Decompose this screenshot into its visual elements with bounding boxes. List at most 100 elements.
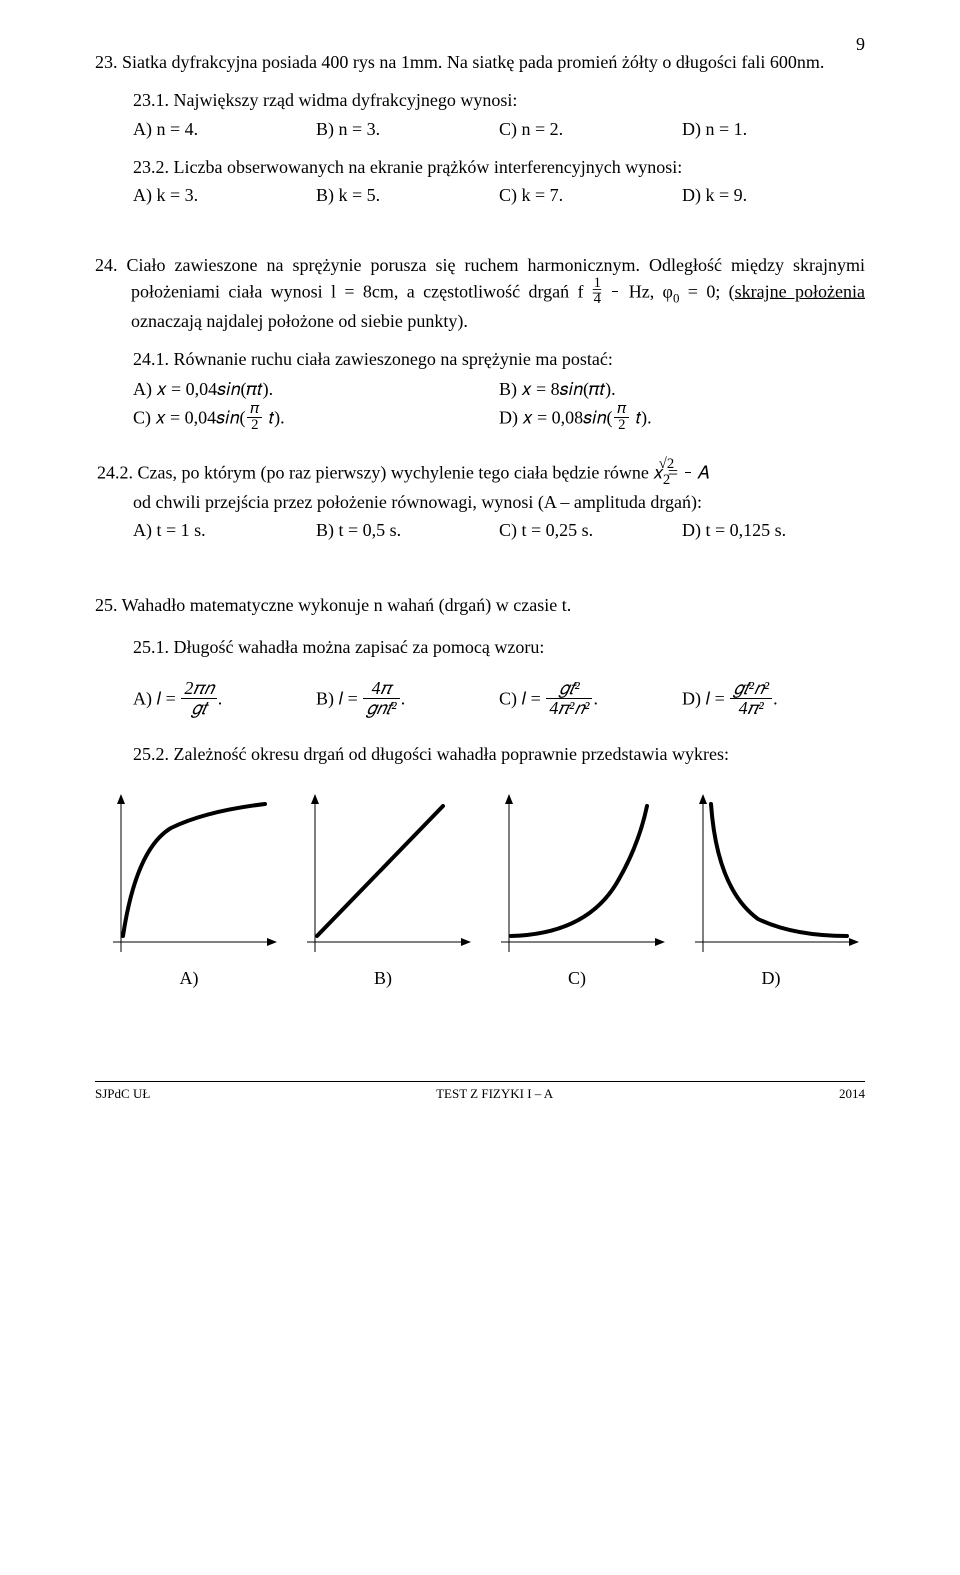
optC-pre: C)	[133, 407, 156, 427]
chart-D: D)	[683, 794, 859, 990]
fn: 𝜋	[247, 402, 262, 418]
q23-1-optD: D) n = 1.	[682, 117, 865, 141]
q24-p2: Hz, φ	[620, 281, 673, 301]
q24-2-A: 𝐴	[693, 463, 710, 483]
optB-eq: 𝑥 = 8𝑠𝑖𝑛(𝜋𝑡).	[522, 379, 616, 399]
pre: C)	[499, 689, 522, 709]
n: 4𝜋	[363, 679, 399, 699]
optC-eq-pre: 𝑥 = 0,04𝑠𝑖𝑛(	[156, 407, 246, 427]
curve-decay	[711, 804, 847, 936]
q23-2-optC: C) k = 7.	[499, 183, 682, 207]
chart-A: A)	[101, 794, 277, 990]
q23-sub2: 23.2. Liczba obserwowanych na ekranie pr…	[95, 155, 865, 179]
q24-sub1-text: 24.1. Równanie ruchu ciała zawieszonego …	[133, 349, 613, 369]
d: 𝑔𝑛𝑡²	[363, 699, 399, 718]
pre: A)	[133, 689, 157, 709]
q25-sub1-text: 25.1. Długość wahadła można zapisać za p…	[133, 637, 544, 657]
dot: .	[593, 689, 598, 709]
optA-pre: A)	[133, 379, 157, 399]
q25-sub1-options: A) 𝑙 = 2𝜋𝑛𝑔𝑡. B) 𝑙 = 4𝜋𝑔𝑛𝑡². C) 𝑙 = 𝑔𝑡²4…	[95, 681, 865, 720]
q23-text: 23. Siatka dyfrakcyjna posiada 400 rys n…	[95, 50, 865, 74]
fd: 2	[247, 418, 262, 433]
frac: 4𝜋𝑔𝑛𝑡²	[363, 679, 399, 718]
q25-sub2-text: 25.2. Zależność okresu drgań od długości…	[133, 744, 729, 764]
optD-eq-pre: 𝑥 = 0,08𝑠𝑖𝑛(	[523, 407, 613, 427]
chart-B-svg	[295, 794, 471, 954]
q23-2-optA: A) k = 3.	[133, 183, 316, 207]
d: 𝑔𝑡	[181, 699, 216, 718]
q24-2-optC: C) t = 0,25 s.	[499, 518, 682, 542]
q24-text: 24. Ciało zawieszone na sprężynie porusz…	[95, 253, 865, 333]
question-25: 25. Wahadło matematyczne wykonuje n waha…	[95, 593, 865, 991]
d: 4𝜋²	[730, 699, 772, 718]
q24-sub2: 24.2. Czas, po którym (po raz pierwszy) …	[95, 459, 865, 514]
q24-1-optA: A) 𝑥 = 0,04𝑠𝑖𝑛(𝜋𝑡).	[133, 377, 499, 401]
chart-D-label: D)	[683, 966, 859, 990]
footer-left: SJPdC UŁ	[95, 1085, 150, 1103]
frac-n: √2	[685, 457, 691, 473]
question-24: 24. Ciało zawieszone na sprężynie porusz…	[95, 253, 865, 542]
chart-B: B)	[295, 794, 471, 990]
chart-A-svg	[101, 794, 277, 954]
frac-d: 2	[685, 473, 691, 488]
q25-1-optA: A) 𝑙 = 2𝜋𝑛𝑔𝑡.	[133, 681, 316, 720]
curve-linear	[317, 806, 443, 936]
frac: 𝑔𝑡²𝑛²4𝜋²	[730, 679, 772, 718]
chart-C-label: C)	[489, 966, 665, 990]
footer-rule	[95, 1081, 865, 1082]
n: 𝑔𝑡²𝑛²	[730, 679, 772, 699]
q23-1-optC: C) n = 2.	[499, 117, 682, 141]
optD-pre: D)	[499, 407, 523, 427]
optC-eq-post: 𝑡).	[264, 407, 284, 427]
q23-sub2-options: A) k = 3. B) k = 5. C) k = 7. D) k = 9.	[95, 183, 865, 207]
q25-1-optB: B) 𝑙 = 4𝜋𝑔𝑛𝑡².	[316, 681, 499, 720]
q24-p4: oznaczają najdalej położone od siebie pu…	[131, 311, 468, 331]
pre: B)	[316, 689, 339, 709]
q24-2-text-p1: 24.2. Czas, po którym (po raz pierwszy) …	[97, 463, 653, 483]
q25-charts: A) B)	[95, 794, 865, 990]
q25-sub2: 25.2. Zależność okresu drgań od długości…	[95, 742, 865, 766]
dot: .	[401, 689, 406, 709]
q24-p3: = 0; (	[679, 281, 734, 301]
axes-icon	[307, 794, 471, 952]
page-number: 9	[856, 32, 865, 56]
q24-1-optD: D) 𝑥 = 0,08𝑠𝑖𝑛(𝜋2 𝑡).	[499, 404, 865, 435]
q23-2-optB: B) k = 5.	[316, 183, 499, 207]
q24-1-optC: C) 𝑥 = 0,04𝑠𝑖𝑛(𝜋2 𝑡).	[133, 404, 499, 435]
q23-2-optD: D) k = 9.	[682, 183, 865, 207]
footer-center: TEST Z FIZYKI I – A	[436, 1085, 553, 1103]
q24-under: skrajne położenia	[735, 281, 865, 301]
q24-1-optB: B) 𝑥 = 8𝑠𝑖𝑛(𝜋𝑡).	[499, 377, 865, 401]
dot: .	[218, 689, 223, 709]
optD-eq-post: 𝑡).	[631, 407, 651, 427]
q23-1-optB: B) n = 3.	[316, 117, 499, 141]
question-23: 23. Siatka dyfrakcyjna posiada 400 rys n…	[95, 50, 865, 207]
fd: 2	[614, 418, 629, 433]
chart-C-svg	[489, 794, 665, 954]
curve-exp	[511, 806, 647, 936]
chart-D-svg	[683, 794, 859, 954]
q23-sub1: 23.1. Największy rząd widma dyfrakcyjneg…	[95, 88, 865, 112]
d: 4𝜋²𝑛²	[546, 699, 592, 718]
q24-2-optD: D) t = 0,125 s.	[682, 518, 865, 542]
fn: 𝜋	[614, 402, 629, 418]
footer-right: 2014	[839, 1085, 865, 1103]
q24-sub1: 24.1. Równanie ruchu ciała zawieszonego …	[95, 347, 865, 371]
q24-frac: 14	[612, 276, 618, 307]
q23-sub1-text: 23.1. Największy rząd widma dyfrakcyjneg…	[133, 90, 517, 110]
frac: 𝑔𝑡²4𝜋²𝑛²	[546, 679, 592, 718]
n: 2𝜋𝑛	[181, 679, 216, 699]
q25-1-optC: C) 𝑙 = 𝑔𝑡²4𝜋²𝑛².	[499, 681, 682, 720]
leq: 𝑙 =	[706, 689, 725, 709]
chart-A-label: A)	[101, 966, 277, 990]
leq: 𝑙 =	[522, 689, 541, 709]
frac: 2𝜋𝑛𝑔𝑡	[181, 679, 216, 718]
leq: 𝑙 =	[157, 689, 176, 709]
q24-2-optB: B) t = 0,5 s.	[316, 518, 499, 542]
q25-text: 25. Wahadło matematyczne wykonuje n waha…	[95, 593, 865, 617]
q24-sub2-options: A) t = 1 s. B) t = 0,5 s. C) t = 0,25 s.…	[95, 518, 865, 542]
n: 𝑔𝑡²	[546, 679, 592, 699]
frac-pi2-d: 𝜋2	[614, 402, 629, 433]
footer: SJPdC UŁ TEST Z FIZYKI I – A 2014	[95, 1085, 865, 1103]
q24-sub1-options: A) 𝑥 = 0,04𝑠𝑖𝑛(𝜋𝑡). C) 𝑥 = 0,04𝑠𝑖𝑛(𝜋2 𝑡)…	[95, 377, 865, 436]
